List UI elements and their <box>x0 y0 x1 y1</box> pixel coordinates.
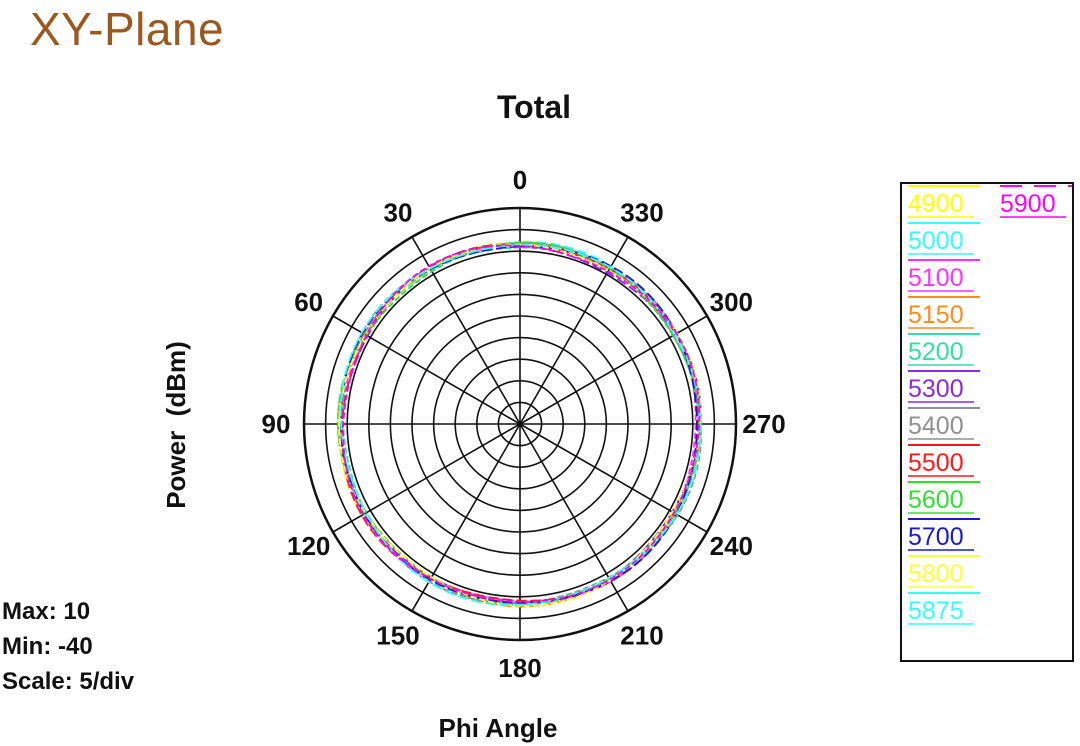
grid-spoke <box>411 423 521 612</box>
grid-spoke <box>332 423 521 533</box>
grid-spoke <box>519 423 629 612</box>
grid-spoke <box>411 236 521 425</box>
series-line-5900 <box>342 244 701 603</box>
angle-tick-label: 150 <box>376 620 419 650</box>
legend-label: 5400 <box>908 412 964 440</box>
page-title: XY-Plane <box>30 3 225 55</box>
angle-tick-label: 120 <box>287 531 330 561</box>
stats-panel: Max: 10 Min: -40 Scale: 5/div <box>2 594 134 699</box>
angle-tick-label: 270 <box>742 409 785 439</box>
legend-label: 5100 <box>908 264 964 292</box>
scale-label: Scale: 5/div <box>2 668 135 695</box>
angle-tick-label: 60 <box>294 287 323 317</box>
legend-label: 5600 <box>908 486 964 514</box>
angle-tick-label: 180 <box>498 653 541 683</box>
chart-title: Total <box>497 89 571 125</box>
angle-tick-label: 240 <box>710 531 753 561</box>
legend-label: 5500 <box>908 449 964 477</box>
grid-spoke <box>332 315 521 425</box>
angle-tick-label: 210 <box>620 620 663 650</box>
grid-spoke <box>519 236 629 425</box>
angle-tick-label: 300 <box>710 287 753 317</box>
grid-spoke <box>519 315 708 425</box>
legend: 4900 5000 5100 5150 5200 5300 5400 5500 5600 5700… <box>900 182 1074 662</box>
legend-svg: 4900 5000 5100 5150 5200 5300 5400 5500 5600 5700… <box>908 185 1072 625</box>
legend-label: 5800 <box>908 560 964 588</box>
angle-tick-label: 90 <box>262 409 291 439</box>
min-label: Min: -40 <box>2 633 93 660</box>
legend-label: 5875 <box>908 597 964 625</box>
legend-label: 5700 <box>908 523 964 551</box>
legend-label: 5900 <box>1000 190 1056 218</box>
legend-label: 5000 <box>908 227 964 255</box>
angle-tick-label: 0 <box>513 165 527 195</box>
legend-label: 5200 <box>908 338 964 366</box>
angle-labels: 0 30 60 90 120 150 180 210 240 270 300 330 <box>262 165 786 683</box>
legend-label: 4900 <box>908 190 964 218</box>
legend-label: 5150 <box>908 301 964 329</box>
angle-tick-label: 330 <box>620 198 663 228</box>
x-axis-label: Phi Angle <box>439 713 558 743</box>
max-label: Max: 10 <box>2 598 91 625</box>
legend-label: 5300 <box>908 375 964 403</box>
angle-tick-label: 30 <box>384 198 413 228</box>
y-axis-label: Power (dBm) <box>161 341 191 509</box>
grid-spoke <box>519 423 708 533</box>
polar-grid <box>302 206 738 642</box>
series-line-5875 <box>339 244 702 607</box>
series-layer <box>336 241 703 608</box>
